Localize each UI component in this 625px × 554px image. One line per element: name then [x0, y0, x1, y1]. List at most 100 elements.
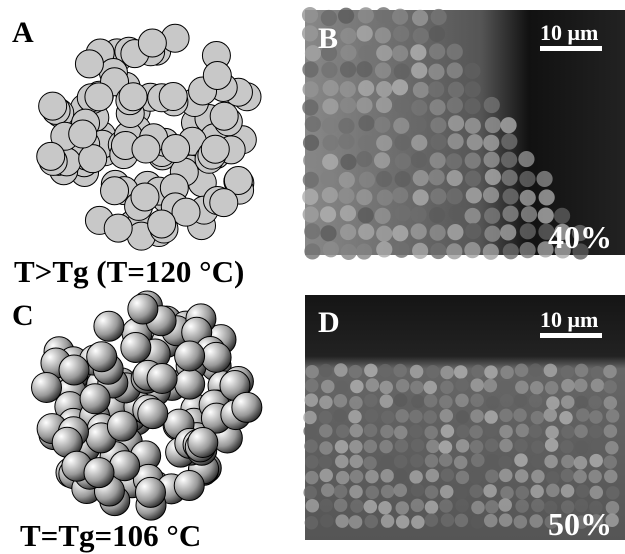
particle [305, 365, 319, 379]
particle [529, 394, 543, 408]
particle [375, 27, 391, 43]
particle [374, 117, 390, 133]
particle [426, 440, 440, 454]
particle [411, 483, 425, 497]
particle [394, 63, 410, 79]
particle [499, 439, 513, 453]
particle [431, 9, 447, 25]
particle [304, 243, 320, 259]
particle [465, 153, 481, 169]
particle [499, 469, 513, 483]
particle [429, 99, 445, 115]
particle [319, 396, 333, 410]
particle [335, 440, 349, 454]
particle [441, 513, 455, 527]
caption: T>Tg (T=120 °C) [14, 254, 244, 289]
particle [484, 97, 500, 113]
particle [409, 425, 423, 439]
particle [305, 393, 319, 407]
particle [374, 208, 390, 224]
particle [484, 365, 498, 379]
particle [320, 170, 336, 186]
particle [334, 363, 348, 377]
particle [470, 409, 484, 423]
particle [349, 365, 363, 379]
particle [447, 97, 463, 113]
particle [302, 99, 318, 115]
particle [334, 498, 348, 512]
particle [606, 409, 620, 423]
particle [484, 226, 500, 242]
particle [448, 82, 464, 98]
particle [334, 394, 348, 408]
particle [413, 170, 429, 186]
particle [503, 243, 519, 259]
fraction-label: 50% [548, 506, 612, 542]
scale-bar [540, 46, 602, 51]
particle [334, 485, 348, 499]
particle [379, 364, 393, 378]
particle [485, 439, 499, 453]
particle [471, 453, 485, 467]
particle [349, 485, 363, 499]
particle [375, 62, 391, 78]
particle [322, 98, 338, 114]
particle [413, 28, 429, 44]
particle [455, 378, 469, 392]
particle [430, 117, 446, 133]
particle [358, 80, 374, 96]
particle [201, 135, 229, 163]
particle [410, 365, 424, 379]
particle [470, 378, 484, 392]
particle [392, 225, 408, 241]
particle [350, 499, 364, 513]
particle [484, 208, 500, 224]
particle [320, 225, 336, 241]
particle [376, 171, 392, 187]
particle [513, 408, 527, 422]
particle [203, 62, 231, 90]
particle [366, 486, 380, 500]
particle [590, 439, 604, 453]
particle [603, 365, 617, 379]
particle [502, 206, 518, 222]
particle [448, 115, 464, 131]
particle [573, 470, 587, 484]
particle [319, 455, 333, 469]
particle [356, 189, 372, 205]
particle [319, 411, 333, 425]
particle [340, 97, 356, 113]
particle [520, 223, 536, 239]
particle [132, 135, 160, 163]
particle [561, 379, 575, 393]
particle [340, 45, 356, 61]
particle [39, 92, 67, 120]
particle [333, 409, 347, 423]
particle [456, 410, 470, 424]
particle [80, 384, 110, 414]
particle [502, 188, 518, 204]
particle [138, 29, 166, 57]
particle [544, 364, 558, 378]
particle [201, 342, 231, 372]
particle [379, 440, 393, 454]
particle [501, 152, 517, 168]
particle [411, 515, 425, 529]
particle [393, 26, 409, 42]
particle [485, 454, 499, 468]
particle [335, 381, 349, 395]
particle [469, 471, 483, 485]
particle [440, 380, 454, 394]
particle [393, 242, 409, 258]
particle [232, 392, 262, 422]
particle [588, 396, 602, 410]
particle [302, 61, 318, 77]
panel-label: D [318, 306, 340, 339]
particle [423, 410, 437, 424]
particle [411, 499, 425, 512]
particle [456, 425, 470, 439]
particle [338, 118, 354, 134]
particle [338, 133, 354, 149]
particle [302, 25, 318, 41]
particle [576, 408, 590, 422]
